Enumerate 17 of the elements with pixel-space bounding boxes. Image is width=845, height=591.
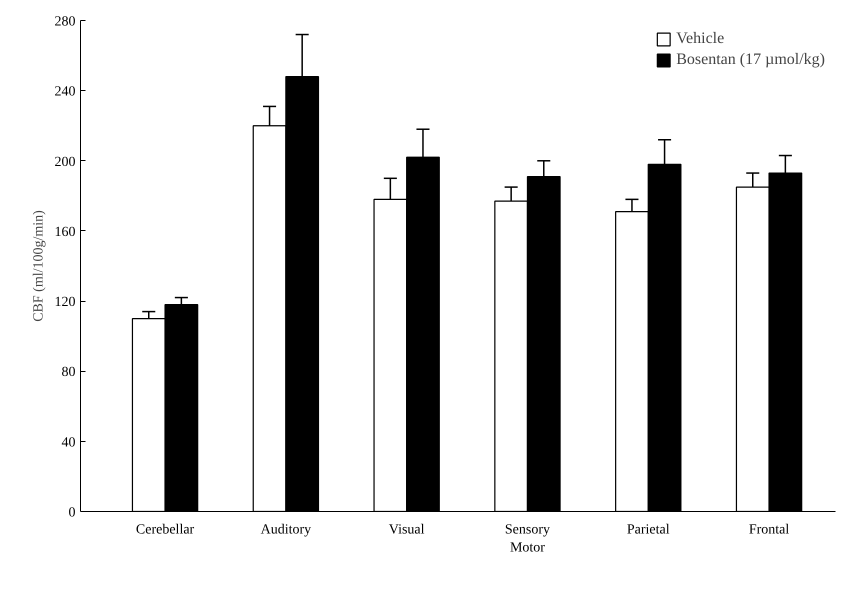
x-tick-label: Auditory [260,522,312,538]
y-tick-label: 240 [54,84,76,100]
y-tick-label: 200 [54,154,76,170]
x-tick-label: Frontal [748,522,790,538]
y-tick-label: 80 [62,365,76,380]
y-tick-label: 40 [62,435,76,450]
legend-label: Bosentan (17 µmol/kg) [676,51,825,69]
y-tick-label: 280 [54,14,76,30]
x-tick-label: Sensory Motor [504,522,550,556]
legend-label: Vehicle [676,30,724,48]
y-tick-label: 120 [54,295,76,310]
y-axis-title: CBF (ml/100g/min) [32,210,46,322]
y-tick-label: 0 [68,506,76,520]
x-tick-label: Visual [388,522,425,538]
x-tick-label: Parietal [626,522,670,538]
y-tick-label: 160 [54,224,76,240]
x-tick-label: Cerebellar [136,522,195,538]
